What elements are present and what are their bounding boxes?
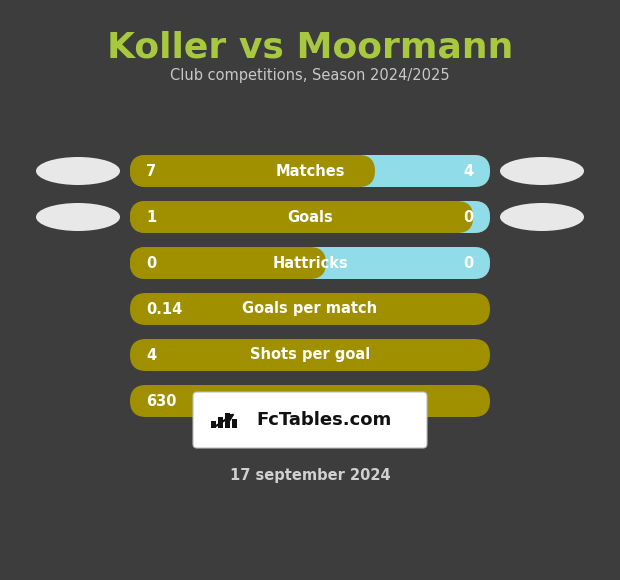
Text: Koller vs Moormann: Koller vs Moormann <box>107 30 513 64</box>
FancyBboxPatch shape <box>130 247 490 279</box>
Text: 630: 630 <box>146 393 177 408</box>
Text: 0: 0 <box>146 256 156 270</box>
Text: 7: 7 <box>146 164 156 179</box>
Ellipse shape <box>36 203 120 231</box>
FancyBboxPatch shape <box>441 201 490 233</box>
FancyBboxPatch shape <box>193 392 427 448</box>
FancyBboxPatch shape <box>130 293 490 325</box>
FancyBboxPatch shape <box>130 201 473 233</box>
Text: 0: 0 <box>464 209 474 224</box>
Bar <box>232 419 237 428</box>
Text: Goals per match: Goals per match <box>242 302 378 317</box>
Text: 1: 1 <box>146 209 156 224</box>
Bar <box>211 421 216 428</box>
Text: Club competitions, Season 2024/2025: Club competitions, Season 2024/2025 <box>170 68 450 83</box>
Bar <box>455 201 459 233</box>
Text: 17 september 2024: 17 september 2024 <box>229 468 391 483</box>
Text: Goals: Goals <box>287 209 333 224</box>
Text: Min per goal: Min per goal <box>259 393 361 408</box>
Text: 4: 4 <box>464 164 474 179</box>
FancyBboxPatch shape <box>130 155 490 187</box>
FancyBboxPatch shape <box>343 155 490 187</box>
FancyBboxPatch shape <box>130 155 375 187</box>
FancyBboxPatch shape <box>130 339 490 371</box>
Text: Shots per goal: Shots per goal <box>250 347 370 362</box>
Text: 0.14: 0.14 <box>146 302 182 317</box>
Text: Hattricks: Hattricks <box>272 256 348 270</box>
Text: Matches: Matches <box>275 164 345 179</box>
FancyBboxPatch shape <box>130 247 326 279</box>
FancyBboxPatch shape <box>294 247 490 279</box>
Ellipse shape <box>36 157 120 185</box>
Text: FcTables.com: FcTables.com <box>257 411 392 429</box>
Ellipse shape <box>500 203 584 231</box>
FancyBboxPatch shape <box>130 201 490 233</box>
Ellipse shape <box>500 157 584 185</box>
Text: 4: 4 <box>146 347 156 362</box>
Text: 0: 0 <box>464 256 474 270</box>
Bar <box>225 413 230 428</box>
FancyBboxPatch shape <box>130 385 490 417</box>
Bar <box>357 155 361 187</box>
Bar <box>218 417 223 428</box>
Bar <box>308 247 312 279</box>
